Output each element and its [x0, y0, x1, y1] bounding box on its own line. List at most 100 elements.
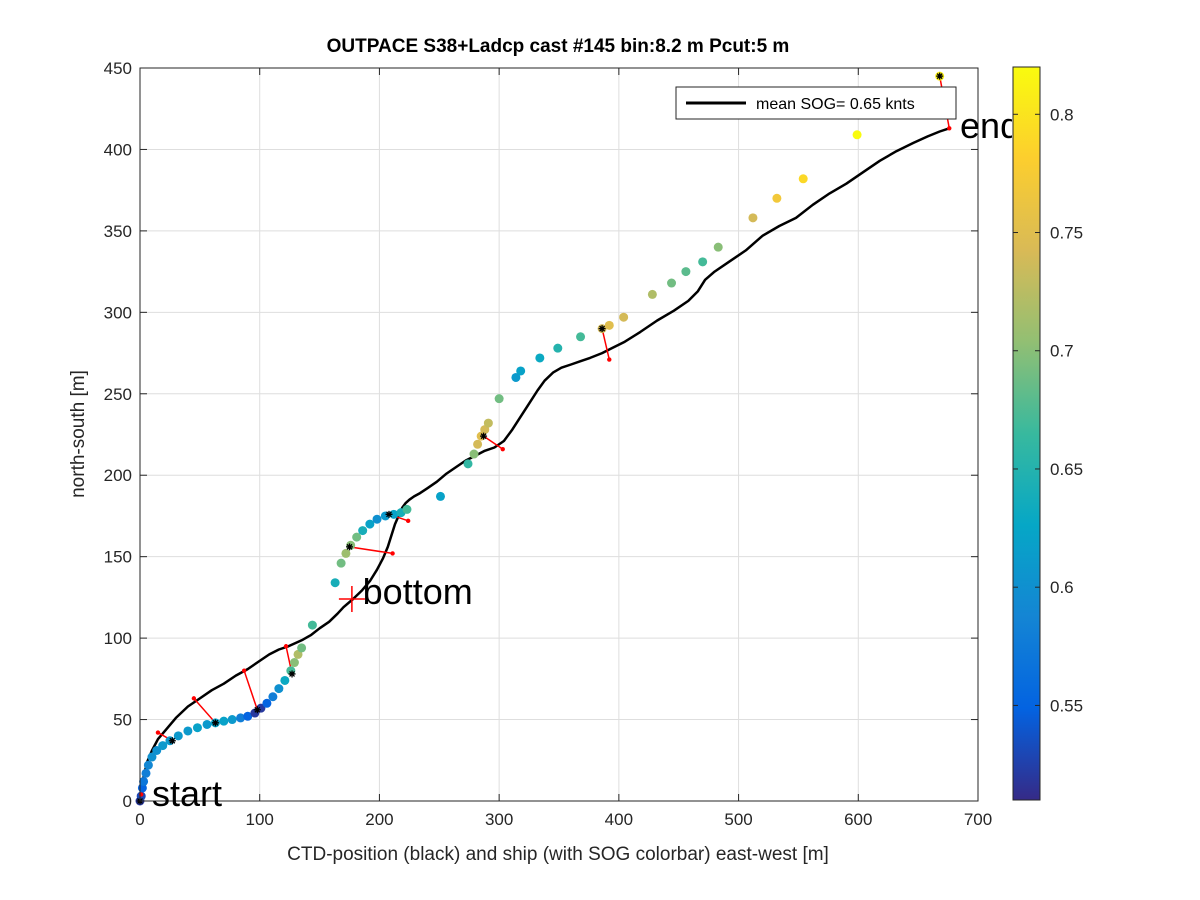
ship-star-marker	[168, 737, 176, 745]
y-tick-label: 150	[104, 548, 132, 567]
ship-point	[262, 698, 272, 708]
ctd-end-dot	[283, 644, 289, 649]
ship-point	[274, 684, 284, 694]
ship-star-marker	[936, 72, 944, 80]
ship-point	[173, 731, 183, 741]
colorbar-tick-label: 0.7	[1050, 342, 1074, 361]
ctd-end-dot	[390, 551, 395, 556]
x-axis-label: CTD-position (black) and ship (with SOG …	[287, 844, 829, 865]
ship-point	[358, 526, 368, 536]
ship-point	[297, 643, 307, 653]
ship-point	[141, 768, 151, 778]
x-tick-label: 600	[844, 810, 872, 829]
ship-point	[143, 760, 153, 770]
annotation-bottom: bottom	[363, 571, 473, 612]
connector-line	[243, 670, 259, 711]
ship-point	[152, 746, 162, 756]
ship-point	[158, 741, 168, 751]
ship-point	[435, 491, 445, 501]
x-tick-label: 400	[605, 810, 633, 829]
ticks-layer: 0 100 200 300 400 500 600 700 0 50 100 150 200 250 300…	[104, 59, 993, 829]
ship-point	[619, 312, 629, 322]
ship-star-marker	[288, 670, 296, 678]
y-tick-label: 0	[123, 792, 132, 811]
ship-point	[604, 320, 614, 330]
ship-point	[336, 558, 346, 568]
ctd-end-dot	[500, 446, 505, 452]
ship-point	[236, 713, 246, 723]
ctd-track-layer	[138, 127, 950, 802]
annotation-end: end	[960, 105, 1020, 146]
ship-star-marker	[385, 510, 393, 518]
ship-point	[330, 578, 340, 588]
ship-point	[473, 439, 483, 449]
ctd-end-dot	[947, 126, 952, 131]
x-tick-label: 200	[365, 810, 393, 829]
x-tick-label: 700	[964, 810, 992, 829]
ship-point	[243, 711, 253, 721]
legend-entry-label: mean SOG= 0.65 knts	[756, 96, 915, 113]
ship-point	[147, 752, 157, 762]
annotation-start: start	[152, 773, 222, 814]
connector-line	[601, 328, 611, 360]
ship-point	[227, 715, 237, 725]
connector-line	[349, 546, 393, 555]
ctd-track-line	[138, 127, 950, 802]
legend: mean SOG= 0.65 knts	[675, 86, 957, 120]
y-tick-label: 300	[104, 303, 132, 322]
ship-point	[553, 343, 563, 353]
colorbar-gradient	[1012, 66, 1041, 801]
ship-point	[535, 353, 545, 363]
x-tick-label: 100	[246, 810, 274, 829]
y-tick-label: 50	[113, 711, 132, 730]
colorbar-tick-label: 0.65	[1050, 460, 1083, 479]
ship-point	[372, 514, 382, 524]
colorbar-tick-label: 0.55	[1050, 696, 1083, 715]
ship-point	[698, 257, 708, 267]
ship-star-marker	[598, 325, 606, 333]
x-tick-label: 0	[135, 810, 144, 829]
ctd-end-dot	[241, 668, 247, 673]
ship-star-marker	[211, 719, 219, 727]
x-tick-label: 500	[724, 810, 752, 829]
y-axis-label: north-south [m]	[68, 370, 89, 498]
colorbar-tick-label: 0.75	[1050, 224, 1083, 243]
annotations-layer: start bottom end	[152, 105, 1020, 814]
connector-line	[193, 697, 216, 724]
ctd-end-dot	[405, 518, 411, 524]
ship-point	[365, 519, 375, 529]
ship-star-marker	[253, 706, 261, 714]
y-tick-label: 250	[104, 385, 132, 404]
ctd-end-dot	[191, 696, 197, 701]
y-tick-label: 200	[104, 466, 132, 485]
bottom-marker	[338, 586, 365, 613]
ship-point	[268, 692, 278, 702]
ship-point	[713, 242, 723, 252]
ship-point	[576, 332, 586, 342]
ship-point	[772, 193, 782, 203]
ship-point	[852, 130, 862, 140]
ship-star-marker	[480, 432, 488, 440]
ship-star-marker	[346, 543, 353, 551]
chart-title: OUTPACE S38+Ladcp cast #145 bin:8.2 m Pc…	[327, 36, 790, 57]
y-tick-label: 400	[104, 140, 132, 159]
ctd-end-dot	[155, 730, 161, 735]
ship-point	[511, 372, 521, 382]
plot-background	[140, 68, 978, 801]
ship-point	[494, 394, 504, 404]
y-tick-label: 450	[104, 59, 132, 78]
ship-point	[483, 418, 493, 428]
colorbar-tick-label: 0.6	[1050, 578, 1074, 597]
colorbar-tick-label: 0.8	[1050, 105, 1074, 124]
ship-point	[307, 620, 317, 630]
ship-point	[202, 719, 212, 729]
ship-point	[352, 532, 362, 542]
ship-point	[681, 267, 691, 277]
ship-point	[798, 174, 808, 184]
x-tick-label: 300	[485, 810, 513, 829]
plot-frame	[139, 67, 979, 802]
ship-point	[463, 459, 473, 469]
ship-point	[183, 726, 193, 736]
ship-point	[280, 675, 290, 685]
ship-point	[469, 449, 479, 459]
